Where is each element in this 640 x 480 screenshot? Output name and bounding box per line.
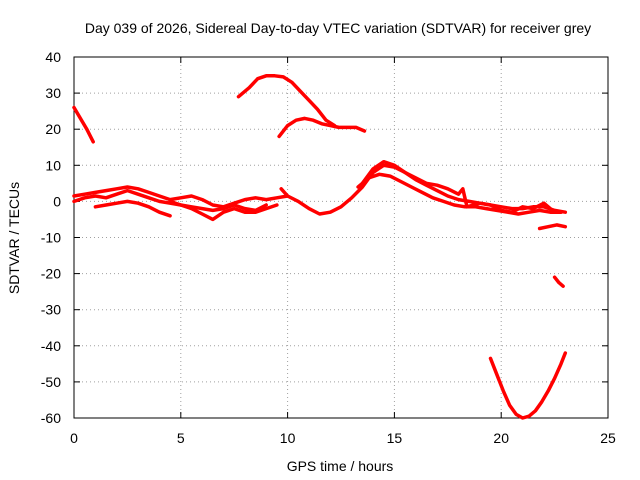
y-tick-label: -10 [41,230,61,246]
x-tick-label: 10 [280,430,296,446]
series-line-arc-5 [168,199,279,222]
y-tick-label: 0 [53,193,61,209]
x-tick-label: 20 [493,430,509,446]
series-line-arc-7 [277,116,367,139]
series-line-arc-11 [537,223,568,231]
x-tick-label: 5 [177,430,185,446]
series-line-arc-6 [236,74,337,128]
axis-ticks: -60 -50 -40 -30 -20 -10 0 10 20 30 40 0 5 10 15 20 25 [41,49,616,446]
x-tick-label: 25 [600,430,616,446]
x-tick-label: 15 [387,430,403,446]
series-line-arc-2 [72,185,290,209]
y-tick-label: 30 [45,85,61,101]
y-tick-label: -40 [41,338,61,354]
series-line-arc-4 [93,199,172,218]
series-line-arc-13 [488,351,568,420]
grid-lines [74,57,608,418]
y-axis-label: SDTVAR / TECUs [6,182,22,294]
y-tick-label: -30 [41,302,61,318]
x-tick-label: 0 [70,430,78,446]
series-line-arc-10 [360,159,553,214]
y-tick-label: -20 [41,266,61,282]
y-tick-label: -60 [41,410,61,426]
series-line-arc-1 [72,105,95,144]
x-axis-label: GPS time / hours [287,458,394,474]
y-tick-label: 10 [45,157,61,173]
y-tick-label: 20 [45,121,61,137]
chart-title: Day 039 of 2026, Sidereal Day-to-day VTE… [85,20,591,36]
y-tick-label: 40 [45,49,61,65]
series-line-arc-9 [356,172,563,216]
y-tick-label: -50 [41,374,61,390]
series-group [72,74,568,420]
series-line-arc-12 [552,275,565,288]
